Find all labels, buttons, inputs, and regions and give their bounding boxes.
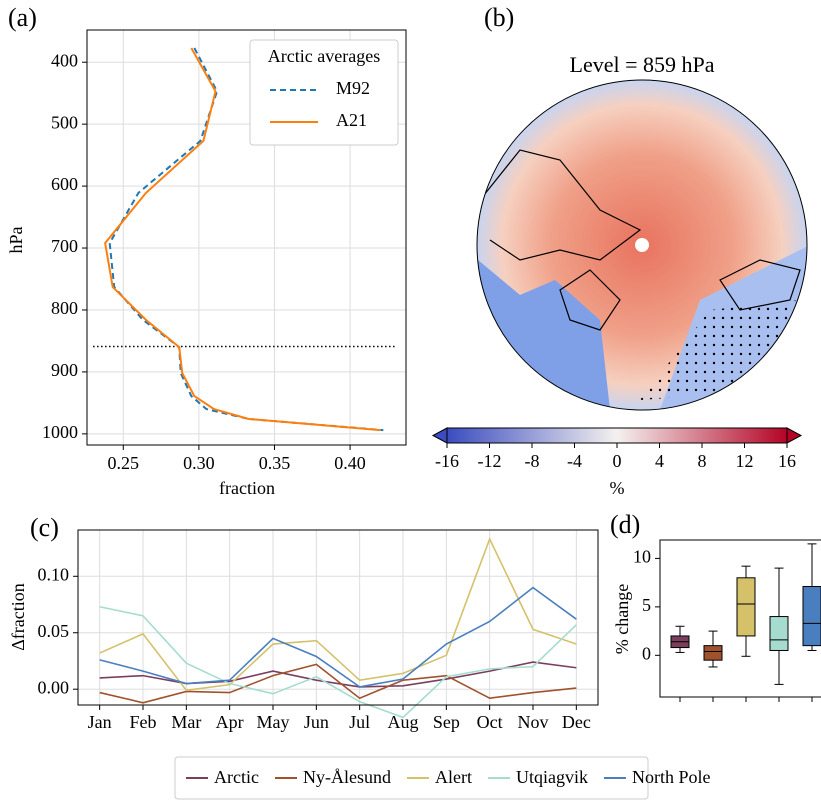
x-tick-label: Dec — [562, 712, 591, 732]
x-tick-label: Jun — [304, 712, 329, 732]
box — [703, 645, 723, 661]
y-tick-label: 5 — [642, 595, 651, 615]
x-tick-label: 0.40 — [334, 453, 366, 473]
colorbar — [446, 427, 788, 444]
map-border — [476, 79, 808, 411]
legend-label: Arctic — [214, 767, 259, 787]
colorbar-extend — [431, 427, 448, 444]
colorbar-tick-label: 12 — [736, 451, 754, 471]
legend-label: M92 — [336, 78, 370, 98]
coastline — [479, 149, 642, 261]
y-tick-label: 600 — [51, 174, 78, 194]
axes-frame — [659, 539, 821, 698]
colorbar-tick-label: 0 — [613, 451, 622, 471]
x-tick-label: 0.25 — [108, 453, 140, 473]
y-tick-label: 0.05 — [38, 621, 70, 641]
colorbar-tick-label: -4 — [567, 451, 582, 471]
colorbar-label: % — [610, 478, 625, 498]
y-tick-label: 700 — [51, 236, 78, 256]
y-tick-label: 500 — [51, 112, 78, 132]
colorbar-tick-label: 4 — [655, 451, 664, 471]
y-tick-label: 0.10 — [38, 564, 70, 584]
panel-label: (d) — [610, 510, 640, 539]
x-tick-label: Oct — [477, 712, 503, 732]
axes-frame — [86, 29, 407, 446]
colorbar-tick-label: -16 — [435, 451, 459, 471]
x-axis-label: fraction — [219, 478, 275, 498]
series-line — [99, 586, 577, 688]
x-tick-label: Jan — [88, 712, 112, 732]
map-title: Level = 859 hPa — [570, 52, 715, 77]
legend-box — [249, 39, 399, 146]
x-tick-label: 0.35 — [259, 453, 291, 473]
panel-label: (a) — [8, 3, 37, 32]
legend-label: Ny-Ålesund — [303, 767, 391, 787]
x-tick-label: Aug — [388, 712, 419, 732]
y-axis-label: % change — [612, 584, 632, 654]
colorbar-tick-label: -8 — [525, 451, 540, 471]
x-tick-label: May — [257, 712, 290, 732]
colorbar-tick-label: 8 — [698, 451, 707, 471]
legend-label: Alert — [435, 767, 472, 787]
legend-label: Utqiagvik — [516, 767, 588, 787]
legend-title: Arctic averages — [268, 46, 380, 66]
box — [736, 577, 756, 637]
profile-line — [108, 47, 384, 432]
series-line — [99, 661, 577, 688]
map — [476, 79, 808, 411]
series-line — [99, 605, 577, 719]
box — [802, 586, 821, 647]
colorbar-tick-label: 16 — [778, 451, 796, 471]
y-tick-label: 10 — [633, 547, 651, 567]
pole — [635, 238, 649, 252]
y-tick-label: 0.00 — [38, 677, 70, 697]
colorbar-tick-label: -12 — [478, 451, 502, 471]
x-tick-label: Feb — [130, 712, 157, 732]
y-axis-label: hPa — [6, 226, 26, 253]
profile-line — [104, 47, 381, 432]
panel-label: (c) — [30, 513, 59, 542]
x-tick-label: Jul — [349, 712, 370, 732]
coastline — [719, 259, 801, 311]
y-axis-label: Δfraction — [8, 583, 28, 651]
y-tick-label: 900 — [51, 360, 78, 380]
colorbar-extend — [786, 427, 803, 444]
coastline — [559, 269, 621, 331]
legend-label: North Pole — [632, 767, 711, 787]
legend-label: A21 — [336, 110, 367, 130]
panel-label: (b) — [484, 3, 514, 32]
x-tick-label: Mar — [171, 712, 201, 732]
axes-frame — [77, 529, 599, 706]
y-tick-label: 800 — [51, 298, 78, 318]
x-tick-label: Nov — [518, 712, 549, 732]
y-tick-label: 1000 — [42, 422, 78, 442]
x-tick-label: 0.30 — [183, 453, 215, 473]
box — [769, 616, 789, 651]
y-tick-label: 0 — [642, 643, 651, 663]
x-tick-label: Sep — [433, 712, 460, 732]
series-line — [99, 663, 577, 704]
x-tick-label: Apr — [216, 712, 244, 732]
y-tick-label: 400 — [51, 50, 78, 70]
